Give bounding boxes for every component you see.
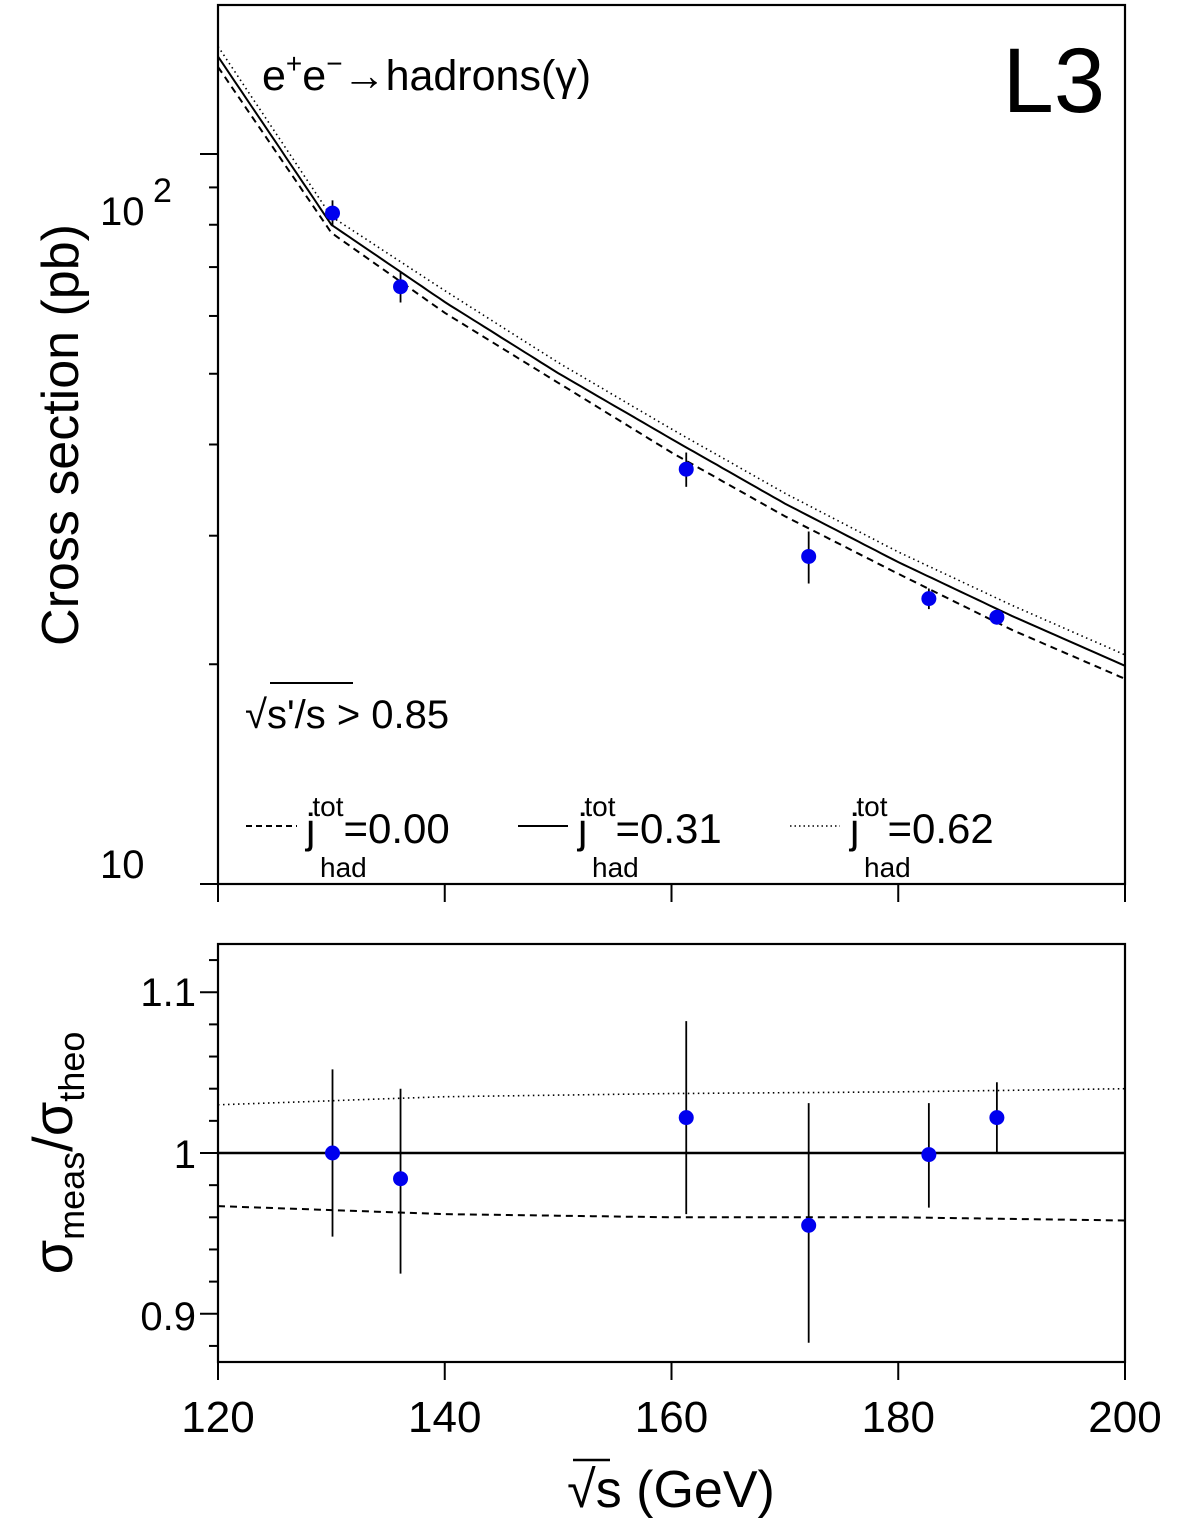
top-plot-area xyxy=(217,45,1126,680)
x-tick-label-120: 120 xyxy=(181,1393,254,1442)
svg-text:10: 10 xyxy=(100,190,145,234)
svg-text:√s (GeV): √s (GeV) xyxy=(567,1461,775,1519)
y-tick-label-10: 10 xyxy=(100,843,145,887)
top-data-point xyxy=(325,205,341,221)
bottom-axis-ticks xyxy=(200,959,1126,1380)
cut-label: √s'/s > 0.85 xyxy=(245,682,449,737)
legend-label-dashed: jtot=0.00 xyxy=(304,791,450,852)
bottom-data-point xyxy=(921,1147,937,1163)
svg-text:σmeas/σtheo: σmeas/σtheo xyxy=(21,1032,92,1275)
legend-sub-solid: had xyxy=(592,852,639,883)
top-data-point xyxy=(921,591,937,607)
x-tick-label-140: 140 xyxy=(408,1393,481,1442)
legend: jtot=0.00 had jtot=0.31 had jtot=0.62 ha… xyxy=(246,791,994,883)
bottom-data-points xyxy=(325,1021,1005,1343)
top-data-point xyxy=(801,548,817,564)
top-curves xyxy=(217,45,1126,680)
process-label: e+e−→hadrons(γ) xyxy=(262,48,591,100)
bottom-curves xyxy=(217,1087,1126,1222)
bottom-plot-area xyxy=(217,1021,1126,1343)
top-panel: L3 e+e−→hadrons(γ) Cross section (pb) 10… xyxy=(32,3,1127,902)
top-curve-solid xyxy=(217,55,1126,667)
top-axis-ticks xyxy=(200,153,1126,902)
svg-text:√s'/s > 0.85: √s'/s > 0.85 xyxy=(245,693,449,737)
top-data-point xyxy=(393,279,409,295)
bottom-data-point xyxy=(393,1171,409,1187)
bottom-curve-dotted xyxy=(217,1087,1126,1106)
legend-entry-dotted: jtot=0.62 had xyxy=(790,791,994,883)
x-tick-label-160: 160 xyxy=(635,1393,708,1442)
legend-sub-dashed: had xyxy=(320,852,367,883)
legend-label-solid: jtot=0.31 xyxy=(576,791,722,852)
bottom-data-point xyxy=(989,1110,1005,1126)
bottom-plot-frame xyxy=(216,942,1127,1364)
bottom-data-point xyxy=(801,1217,817,1233)
y-tick-label-0.9: 0.9 xyxy=(140,1295,196,1339)
top-data-point xyxy=(678,461,694,477)
y-tick-label-1: 1 xyxy=(174,1133,196,1177)
legend-label-dotted: jtot=0.62 xyxy=(848,791,994,852)
experiment-label: L3 xyxy=(1003,30,1105,132)
svg-text:2: 2 xyxy=(153,172,172,210)
y-tick-label-1.1: 1.1 xyxy=(140,971,196,1015)
top-curve-dashed xyxy=(217,66,1126,680)
bottom-panel: 1.1 1 0.9 120 140 160 180 200 √s (GeV) σ… xyxy=(21,942,1162,1519)
top-data-points xyxy=(325,200,1005,625)
bottom-data-point xyxy=(325,1145,341,1161)
x-axis-label: √s (GeV) xyxy=(567,1458,775,1519)
y-axis-label: Cross section (pb) xyxy=(32,224,90,646)
top-curve-dotted xyxy=(217,45,1126,656)
y-tick-label-100: 10 2 xyxy=(100,172,172,234)
legend-sub-dotted: had xyxy=(864,852,911,883)
bottom-data-point xyxy=(678,1110,694,1126)
legend-entry-solid: jtot=0.31 had xyxy=(518,791,722,883)
bottom-curve-dashed xyxy=(217,1205,1126,1222)
x-tick-label-180: 180 xyxy=(862,1393,935,1442)
ratio-y-axis-label: σmeas/σtheo xyxy=(21,1032,92,1275)
top-data-point xyxy=(989,609,1005,625)
legend-entry-dashed: jtot=0.00 had xyxy=(246,791,450,883)
x-tick-label-200: 200 xyxy=(1088,1393,1161,1442)
top-plot-frame xyxy=(216,3,1127,886)
